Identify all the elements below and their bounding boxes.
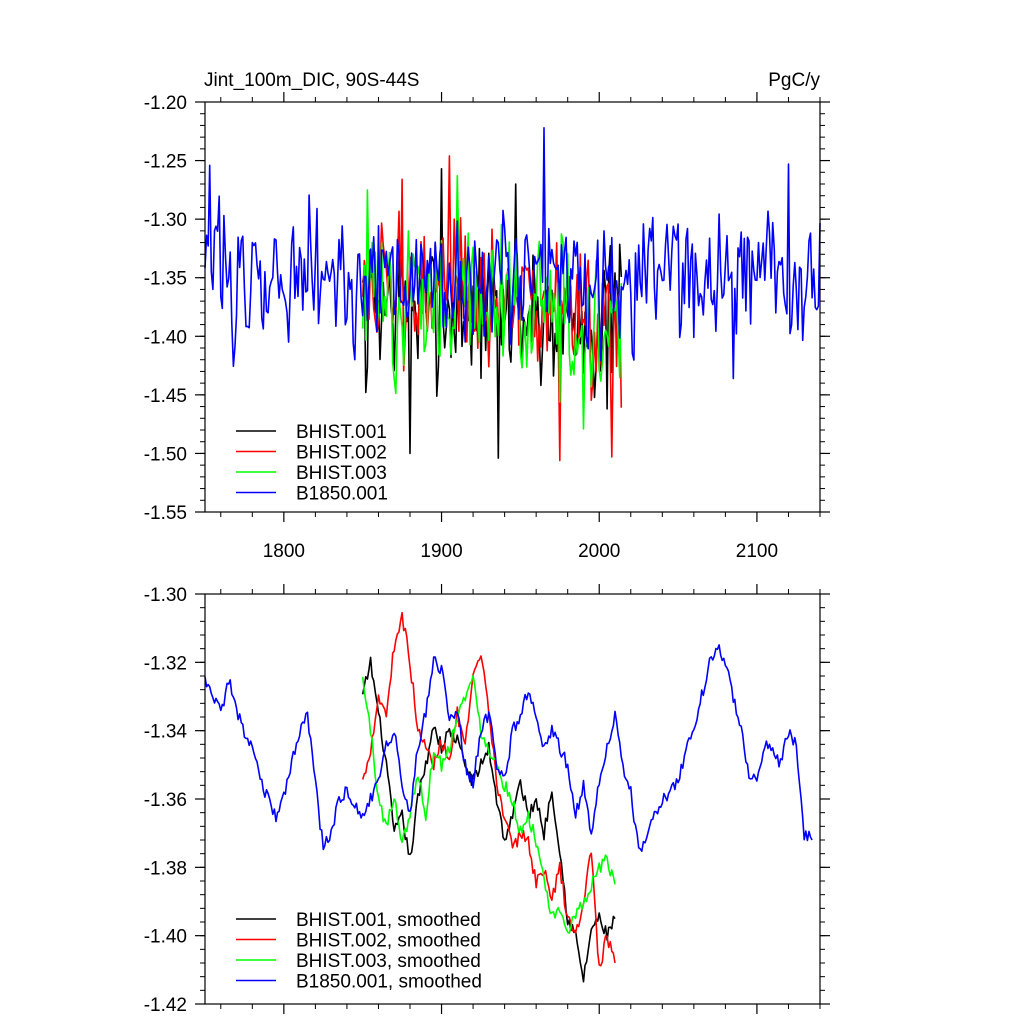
- top-legend-label-2: BHIST.002: [296, 443, 387, 464]
- top-axes: -1.55 -1.50 -1.45 -1.40 -1.35 -1.30 -1.25 -1.20…: [144, 92, 830, 562]
- bottom-ytick-label: -1.30: [144, 585, 187, 606]
- top-title: Jint_100m_DIC, 90S-44S: [204, 70, 419, 91]
- top-ytick-label: -1.20: [144, 93, 187, 114]
- top-ytick-label: -1.25: [144, 152, 187, 173]
- top-ytick-label: -1.50: [144, 444, 187, 465]
- bottom-legend-label-2: BHIST.002, smoothed: [296, 931, 481, 952]
- top-legend-label-3: BHIST.003: [296, 463, 387, 484]
- top-series-line-4: [204, 127, 821, 380]
- bottom-legend-label-4: B1850.001, smoothed: [296, 972, 482, 993]
- bottom-series-line-3: [361, 674, 616, 934]
- bottom-ytick-label: -1.34: [144, 722, 188, 743]
- bottom-series-line-4: [204, 644, 813, 852]
- top-series-group: [204, 127, 821, 462]
- top-ytick-label: -1.45: [144, 386, 187, 407]
- bottom-series-line-1: [361, 656, 616, 983]
- bottom-ytick-label: -1.36: [144, 790, 187, 811]
- top-panel: Jint_100m_DIC, 90S-44S PgC/y -1.55-1.50-…: [144, 70, 830, 562]
- bottom-panel: -1.42 -1.40 -1.38 -1.36 -1.34 -1.32 -1.30 BHIS…: [144, 584, 830, 1016]
- top-series-line-2: [361, 155, 623, 462]
- top-xtick-label: 1800: [263, 541, 305, 562]
- top-ytick-label: -1.55: [144, 503, 187, 524]
- top-xtick-label: 2000: [578, 541, 620, 562]
- bottom-ytick-label: -1.32: [144, 653, 187, 674]
- bottom-legend-label-3: BHIST.003, smoothed: [296, 951, 481, 972]
- top-xtick-label: 1900: [420, 541, 462, 562]
- top-units: PgC/y: [768, 70, 820, 91]
- top-ytick-label: -1.35: [144, 269, 187, 290]
- bottom-axes: -1.42 -1.40 -1.38 -1.36 -1.34 -1.32 -1.30: [144, 584, 830, 1016]
- bottom-legend-label-1: BHIST.001, smoothed: [296, 910, 481, 931]
- top-plot-frame: [204, 101, 821, 513]
- top-xtick-label: 2100: [736, 541, 778, 562]
- bottom-ytick-label: -1.42: [144, 995, 187, 1016]
- bottom-ytick-label: -1.40: [144, 927, 187, 948]
- top-legend-label-1: BHIST.001: [296, 422, 387, 443]
- top-ytick-label: -1.40: [144, 327, 187, 348]
- top-legend-label-4: B1850.001: [296, 484, 388, 505]
- bottom-ytick-label: -1.38: [144, 858, 187, 879]
- top-ytick-label: -1.30: [144, 210, 187, 231]
- bottom-series-group: [204, 611, 813, 983]
